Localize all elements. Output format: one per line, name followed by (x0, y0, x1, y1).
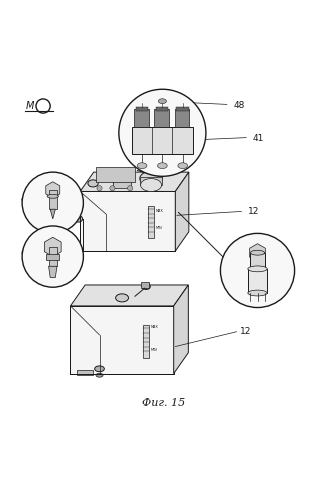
Text: MIN: MIN (156, 226, 163, 230)
Polygon shape (71, 306, 174, 374)
Circle shape (220, 234, 295, 307)
Ellipse shape (141, 179, 162, 192)
Ellipse shape (113, 176, 131, 188)
Ellipse shape (137, 163, 147, 169)
Bar (140, 177, 162, 185)
Polygon shape (175, 172, 189, 251)
Text: 48: 48 (233, 100, 245, 110)
Circle shape (110, 186, 115, 191)
Bar (154, 109, 169, 127)
Polygon shape (80, 192, 175, 251)
Bar (132, 127, 193, 154)
Bar (134, 109, 149, 127)
Ellipse shape (178, 163, 188, 169)
Text: Фиг. 15: Фиг. 15 (142, 398, 186, 408)
Circle shape (22, 226, 83, 287)
Ellipse shape (74, 216, 83, 222)
Ellipse shape (158, 99, 166, 104)
Text: 12: 12 (240, 327, 251, 336)
Ellipse shape (140, 171, 162, 186)
Bar (248, 269, 267, 293)
Bar (174, 109, 189, 127)
Ellipse shape (74, 203, 83, 210)
Polygon shape (80, 172, 189, 192)
Bar (96, 167, 135, 182)
Bar (113, 181, 131, 188)
Polygon shape (50, 209, 55, 219)
Ellipse shape (95, 366, 104, 372)
Circle shape (97, 186, 102, 191)
Ellipse shape (157, 163, 167, 169)
Ellipse shape (248, 290, 267, 296)
Bar (176, 107, 189, 111)
Circle shape (22, 172, 83, 234)
Text: 63: 63 (21, 196, 32, 205)
Bar (148, 206, 154, 238)
Ellipse shape (88, 180, 98, 187)
Bar (156, 107, 168, 111)
Bar (143, 325, 149, 357)
Ellipse shape (142, 283, 150, 289)
Circle shape (119, 89, 206, 176)
Text: MAX: MAX (151, 325, 158, 329)
Text: 65: 65 (246, 249, 258, 258)
Text: 62: 62 (21, 249, 32, 258)
Circle shape (128, 186, 133, 191)
Bar (135, 107, 148, 111)
Polygon shape (77, 370, 93, 375)
Text: 12: 12 (248, 207, 259, 216)
Text: MIN: MIN (151, 348, 157, 352)
Ellipse shape (96, 373, 103, 377)
Polygon shape (71, 285, 188, 306)
Bar (250, 252, 265, 269)
Text: 41: 41 (253, 134, 264, 143)
Polygon shape (174, 285, 188, 374)
Ellipse shape (116, 294, 129, 302)
Ellipse shape (250, 250, 265, 255)
Text: MAX: MAX (156, 210, 164, 214)
Bar (141, 282, 150, 288)
Bar (46, 254, 59, 260)
Bar (49, 247, 57, 266)
Ellipse shape (250, 266, 265, 271)
Ellipse shape (248, 266, 267, 272)
Polygon shape (49, 266, 57, 277)
Text: М: М (26, 101, 34, 111)
Bar (49, 190, 57, 209)
Ellipse shape (47, 195, 58, 198)
Text: 13: 13 (247, 274, 259, 283)
